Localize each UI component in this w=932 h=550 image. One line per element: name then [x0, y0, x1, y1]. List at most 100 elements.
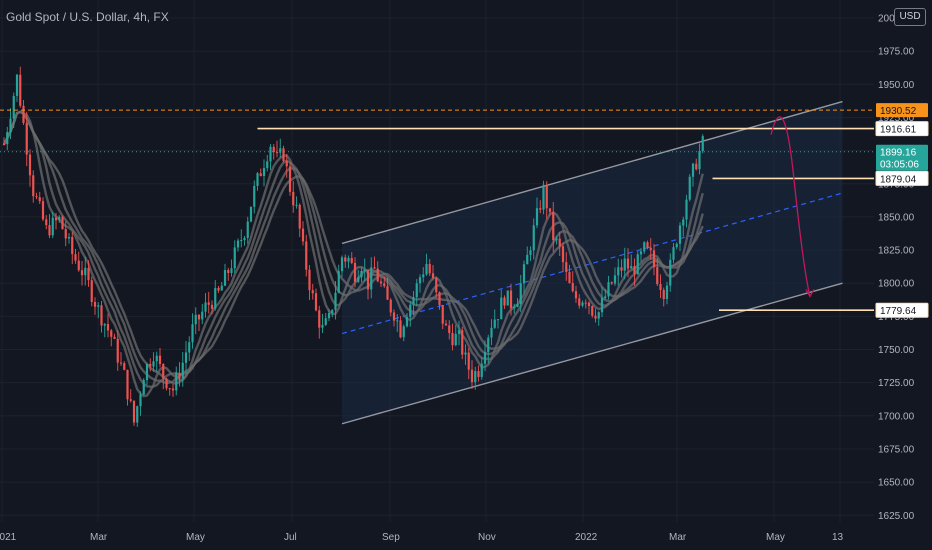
candle-body [451, 332, 454, 346]
candle-body [168, 388, 171, 390]
candle-body [262, 168, 266, 177]
moving-average-line [2, 110, 704, 385]
level-price-tag-text: 1916.61 [880, 125, 917, 136]
candle-body [474, 371, 477, 383]
candle-body [396, 320, 399, 322]
candle-body [90, 280, 93, 302]
candle-body [626, 258, 630, 269]
candle-body [58, 216, 61, 221]
price-axis[interactable]: 2000.001975.001950.001925.001900.001875.… [874, 0, 932, 550]
candle-body [405, 316, 409, 327]
level-price-tag: 1779.64 [875, 302, 929, 318]
candle-body [337, 271, 340, 293]
time-tick-label: Sep [382, 532, 400, 543]
candle-body [656, 267, 659, 285]
candle-body [415, 283, 418, 298]
candle-body [123, 363, 126, 370]
resistance-price-tag: 1930.52 [876, 103, 928, 118]
level-price-tag-box [875, 302, 929, 318]
candle-body [360, 270, 363, 278]
candle-body [51, 217, 54, 236]
candle-body [100, 305, 103, 326]
candle-body [428, 264, 431, 274]
candle-body [6, 132, 9, 145]
candle-body [240, 239, 243, 241]
candle-body [80, 270, 84, 276]
candle-body [558, 238, 561, 247]
candle-body [243, 237, 246, 240]
candle-body [695, 163, 698, 170]
currency-button[interactable]: USD [894, 8, 926, 26]
candle-body [470, 369, 474, 383]
candle-body [347, 258, 350, 262]
candle-body [191, 324, 194, 343]
candle-body [41, 201, 45, 220]
candle-body [480, 363, 483, 377]
projection-arrow[interactable] [770, 116, 815, 298]
candle-body [87, 267, 90, 281]
candle-body [275, 152, 279, 154]
projection-curve[interactable] [770, 116, 811, 297]
candle-body [548, 208, 552, 212]
time-tick-label: Mar [90, 532, 108, 543]
candle-body [379, 281, 383, 284]
candle-body [454, 333, 457, 346]
candle-body [574, 291, 578, 299]
candle-body [438, 292, 441, 305]
candle-body [363, 270, 366, 272]
candle-body [149, 363, 152, 367]
candle-body [545, 184, 548, 209]
candle-body [139, 394, 142, 407]
candle-body [513, 306, 516, 309]
candle-body [22, 105, 25, 123]
candle-body [493, 319, 496, 328]
price-tick-label: 1700.00 [878, 411, 915, 422]
time-tick-label: 2021 [0, 532, 17, 543]
candle-body [97, 305, 100, 307]
level-price-tag-box [875, 170, 929, 186]
candle-body [652, 250, 656, 268]
price-channel[interactable] [341, 100, 843, 425]
channel-upper-line[interactable] [341, 100, 843, 245]
candle-body [353, 262, 357, 282]
candle-body [630, 266, 633, 269]
candle-body [145, 363, 149, 381]
candle-body [308, 269, 311, 291]
candle-body [483, 352, 487, 364]
candle-body [506, 290, 509, 306]
candle-body [457, 330, 461, 334]
candle-body [678, 225, 682, 244]
candle-body [461, 330, 464, 355]
candle-body [370, 267, 373, 290]
candle-body [298, 204, 301, 229]
candle-body [233, 247, 236, 269]
resistance-price-tag-text: 1930.52 [880, 106, 917, 117]
candle-body [165, 378, 168, 389]
candle-body [672, 247, 675, 260]
candle-body [636, 254, 639, 275]
price-tick-label: 1800.00 [878, 279, 915, 290]
candle-body [32, 175, 35, 197]
candle-body [314, 293, 318, 311]
candle-body [321, 324, 324, 328]
candle-body [519, 283, 522, 305]
candle-body [334, 292, 337, 310]
candle-body [392, 312, 396, 321]
channel-midline[interactable] [341, 192, 843, 335]
candle-body [441, 304, 444, 324]
price-tick-label: 1725.00 [878, 378, 915, 389]
candle-body [682, 219, 685, 226]
current-price-tag-text: 03:05:06 [880, 160, 919, 171]
candle-body [496, 319, 500, 321]
candle-body [61, 216, 64, 230]
channel-lower-line[interactable] [341, 282, 843, 425]
candle-body [110, 330, 113, 337]
candle-body [464, 352, 467, 355]
candle-body [327, 313, 331, 319]
candle-body [155, 355, 158, 362]
candle-body [607, 282, 610, 297]
candle-body [685, 199, 688, 220]
time-axis[interactable]: 2021 Mar May Jul Sep Nov 2022 Mar May 13 [0, 532, 844, 543]
candle-body [503, 297, 506, 306]
